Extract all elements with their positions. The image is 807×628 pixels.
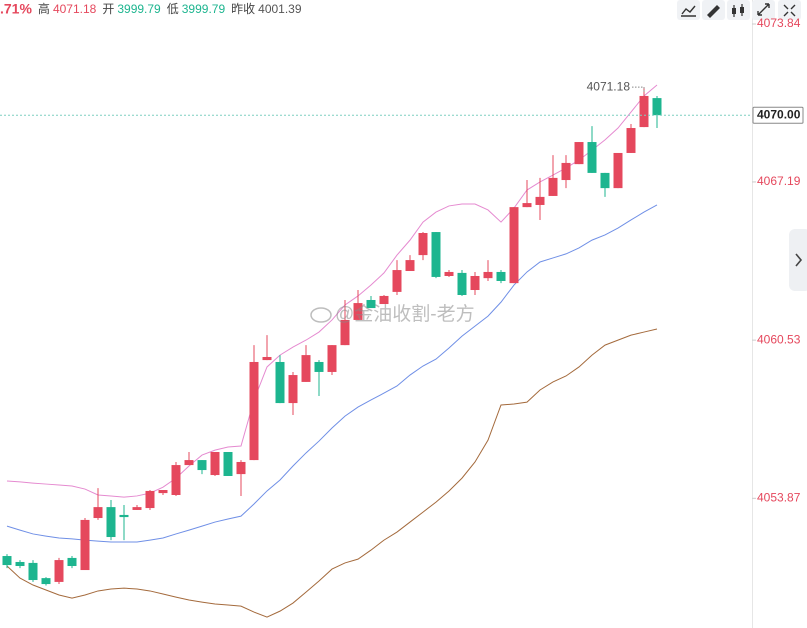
candle-body [483, 271, 493, 279]
last-price-label: 4070.00 [757, 107, 801, 121]
tool-icon [783, 4, 796, 17]
band-line [6, 84, 658, 498]
candle-body [535, 196, 545, 205]
candle-body [314, 361, 324, 372]
candle-body [496, 271, 506, 281]
high-marker-line [632, 86, 645, 94]
last-price-box [752, 106, 804, 124]
tool-button[interactable] [778, 0, 801, 20]
side-toggle[interactable] [789, 229, 807, 291]
candle-body [223, 451, 233, 476]
candle-body [470, 275, 480, 291]
candle-body [613, 152, 623, 189]
side-button[interactable] [789, 229, 807, 291]
header-value: 4071.18 [53, 2, 97, 16]
candle-body [548, 177, 558, 196]
candle-body [327, 345, 337, 372]
candle-body [626, 128, 636, 153]
y-tick-label: 4073.84 [757, 16, 801, 30]
header-label: 昨收 [231, 2, 255, 16]
watermark-text: @金油收割-老方 [335, 303, 475, 325]
tool-icon [740, 7, 744, 13]
y-tick-label: 4060.53 [757, 332, 801, 346]
header-label: 高 [38, 1, 50, 16]
tool-icon [732, 8, 736, 14]
y-tick-label: 4067.19 [757, 174, 801, 188]
candle-body [392, 270, 402, 292]
candle-body [418, 233, 428, 256]
change: .71% [0, 1, 32, 17]
candle-body [600, 172, 610, 189]
candle-body [288, 375, 298, 404]
candle-body [145, 490, 155, 509]
candle-body [301, 355, 311, 382]
tool-button[interactable] [727, 0, 750, 20]
candle-body [522, 203, 532, 208]
candle-body [67, 557, 77, 567]
candle-body [431, 232, 441, 277]
tool-icon [707, 5, 720, 18]
watermark: @金油收割-老方 [310, 303, 475, 325]
tool-icon [681, 5, 696, 17]
band-line [6, 328, 658, 618]
tool-button[interactable] [677, 0, 700, 20]
candle-body [275, 361, 285, 404]
candle-body [587, 142, 597, 173]
candle-body [262, 356, 272, 361]
candle-body [457, 272, 467, 295]
y-tick-label: 4053.87 [757, 490, 801, 504]
candle-body [28, 562, 38, 581]
candle-body [249, 361, 259, 461]
header-label: 低 [167, 2, 179, 16]
candle-body [652, 98, 662, 116]
tool-icon [757, 3, 770, 16]
candle-body [80, 519, 90, 571]
header: .71% 高 4071.18 开 3999.79 低 3999.79 昨收 4001.39 [0, 1, 302, 17]
candle-body [93, 507, 103, 519]
candle-body [210, 451, 220, 476]
candle-body [158, 490, 168, 494]
toolbar [677, 0, 801, 20]
chevron [795, 253, 803, 267]
candle-body [41, 578, 51, 585]
candle-body [2, 556, 12, 566]
candle-body [106, 507, 116, 538]
plot: 4073.84 4067.19 4060.53 4053.87 4070.00 4071.… [0, 16, 804, 618]
candle-body [54, 560, 64, 582]
high-marker-label: 4071.18 [587, 79, 631, 93]
candle-body [236, 461, 246, 475]
candle-body [197, 460, 207, 471]
watermark-logo [310, 307, 332, 323]
candle-body [379, 295, 389, 305]
candle-body [353, 303, 363, 320]
candle-body [132, 507, 142, 510]
candle-body [119, 514, 129, 518]
candle-body [184, 460, 194, 466]
header-value: 3999.79 [182, 2, 226, 16]
header-label: 开 [102, 2, 114, 16]
candle-body [509, 207, 519, 284]
candle-body [15, 561, 25, 567]
header-value: 3999.79 [117, 2, 161, 16]
candle-body [366, 299, 376, 309]
candle-body [340, 319, 350, 346]
band-line [6, 204, 658, 543]
candle-body [561, 162, 571, 181]
candle-body [574, 142, 584, 165]
candle-body [639, 95, 649, 128]
candle-body [171, 465, 181, 495]
candle-body [444, 271, 454, 276]
header-value: 4001.39 [258, 2, 302, 16]
candle-body [405, 260, 415, 272]
